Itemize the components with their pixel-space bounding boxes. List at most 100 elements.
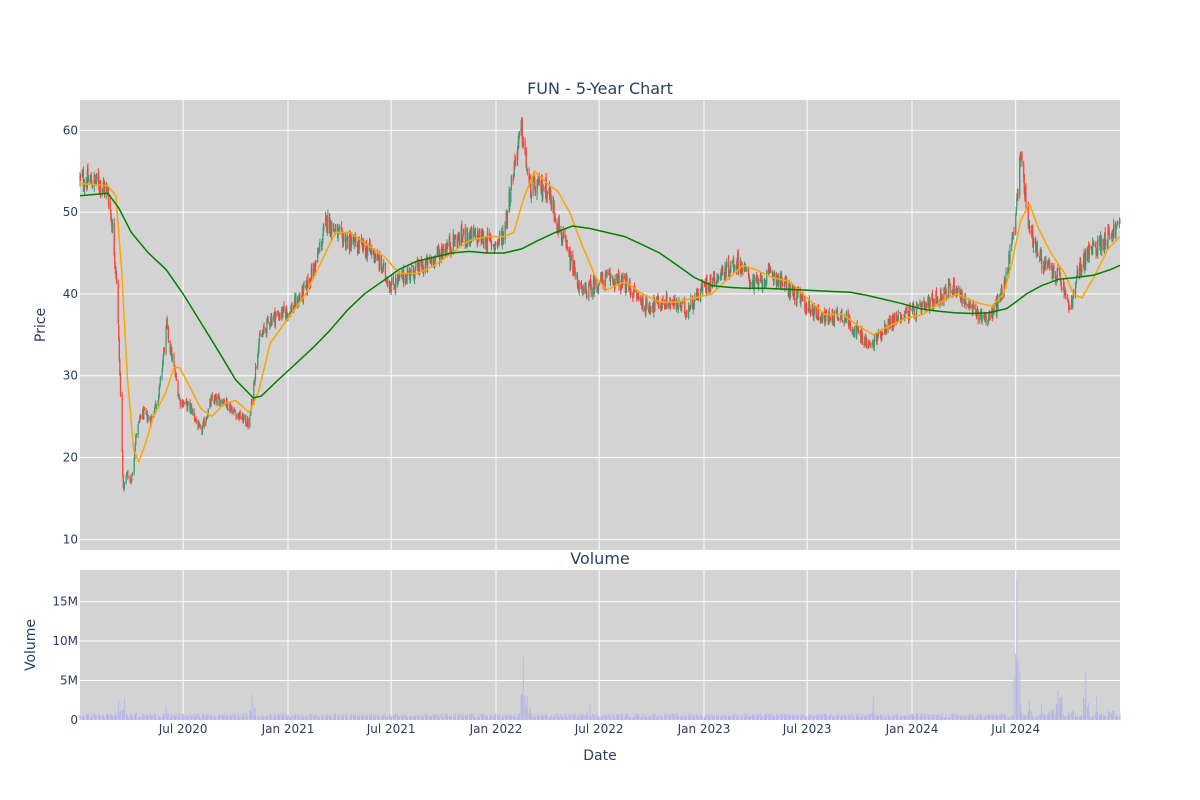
candle-body (534, 186, 536, 196)
volume-bar (697, 715, 699, 720)
candle-body (340, 226, 343, 229)
candle-body (580, 283, 583, 288)
volume-bar (614, 716, 616, 720)
volume-bar (278, 716, 280, 720)
volume-bar (521, 699, 523, 720)
volume-bar (86, 715, 88, 720)
candle-body (710, 275, 712, 288)
volume-bar (341, 717, 343, 720)
volume-bar (326, 717, 328, 720)
volume-bar (616, 714, 618, 720)
volume-bar (796, 717, 798, 720)
volume-bar (761, 715, 763, 720)
volume-bar (238, 718, 240, 720)
candle-body (973, 306, 975, 308)
candle-body (484, 242, 486, 245)
volume-bar (1023, 714, 1025, 720)
volume-bar (175, 713, 177, 720)
volume-bar (1015, 661, 1017, 720)
candle-body (245, 424, 247, 426)
volume-bar (944, 717, 946, 720)
candle-body (514, 158, 516, 163)
volume-bar (1048, 713, 1050, 720)
volume-bar (221, 714, 223, 720)
candle-body (776, 282, 778, 284)
candle-body (809, 310, 812, 314)
volume-bar (295, 715, 297, 720)
candle-body (608, 273, 610, 276)
candle-body (1088, 246, 1090, 259)
candle-body (1033, 239, 1035, 244)
candle-body (400, 275, 403, 277)
volume-bar (166, 713, 168, 720)
volume-bar (808, 714, 810, 720)
volume-bar (227, 716, 229, 720)
volume-bar (1100, 715, 1102, 720)
volume-bar (169, 717, 171, 720)
candle-body (642, 299, 644, 312)
candle-body (454, 236, 456, 246)
candle-body (833, 313, 836, 325)
volume-bar (174, 716, 176, 720)
candle-body (792, 289, 795, 296)
volume-bar (945, 715, 947, 720)
volume-bar (569, 713, 571, 720)
candle-body (1048, 258, 1050, 267)
candle-body (450, 251, 453, 253)
volume-bar (123, 697, 125, 720)
candle-body (234, 412, 237, 414)
volume-bar (1033, 717, 1035, 720)
volume-bar (347, 715, 349, 720)
volume-bar (118, 711, 120, 720)
volume-bar (496, 714, 498, 720)
volume-bar (389, 713, 391, 720)
volume-bar (313, 715, 315, 720)
volume-bar (287, 714, 289, 720)
volume-bar (357, 716, 359, 720)
volume-bar (494, 715, 496, 720)
candle-body (375, 255, 377, 261)
candle-body (896, 315, 898, 323)
volume-bar (836, 713, 838, 720)
volume-bar (545, 715, 547, 720)
volume-bar (257, 716, 259, 720)
volume-bar (290, 716, 292, 720)
volume-bar (996, 716, 998, 720)
candle-body (512, 178, 514, 180)
volume-bar (249, 711, 251, 720)
candle-body (849, 322, 852, 331)
volume-bar (652, 714, 654, 720)
volume-bar (573, 714, 575, 720)
volume-bar (1008, 716, 1010, 720)
volume-bar (399, 716, 401, 720)
candle-body (630, 292, 632, 295)
candle-body (762, 283, 764, 289)
volume-bar (139, 716, 141, 720)
volume-bar (692, 714, 694, 720)
volume-bar (415, 716, 417, 720)
volume-bar (589, 704, 591, 720)
volume-bar (87, 713, 89, 720)
volume-bar (843, 714, 845, 720)
candle-body (482, 232, 485, 246)
candle-body (985, 314, 987, 324)
volume-bar (147, 714, 149, 720)
candle-body (90, 174, 92, 184)
candle-body (1012, 233, 1015, 235)
candle-body (392, 277, 395, 285)
candle-body (123, 483, 126, 490)
volume-bar (473, 715, 475, 720)
volume-bar (628, 715, 630, 720)
volume-bar (170, 717, 172, 720)
volume-bar (640, 717, 642, 720)
volume-bar (525, 706, 527, 720)
candle-body (1007, 271, 1009, 274)
candle-body (901, 318, 903, 320)
volume-bar (614, 717, 616, 720)
volume-bar (724, 714, 726, 720)
volume-bar (253, 707, 255, 720)
candle-body (976, 310, 978, 315)
volume-bar (210, 714, 212, 720)
candle-body (87, 168, 89, 183)
candle-body (1113, 224, 1115, 239)
